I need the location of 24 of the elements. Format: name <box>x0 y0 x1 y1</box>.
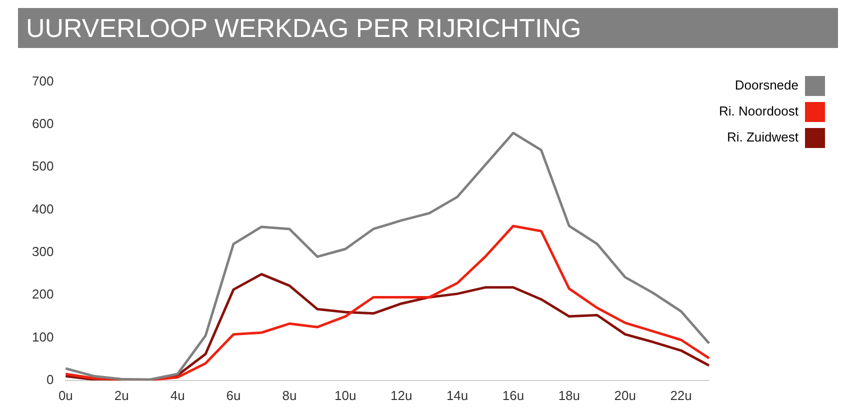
x-tick-label: 2u <box>114 388 129 403</box>
x-tick-label: 18u <box>558 388 580 403</box>
y-tick-label: 200 <box>32 286 54 302</box>
y-tick-label: 600 <box>32 116 54 132</box>
y-tick-label: 500 <box>32 158 54 174</box>
legend-label: Doorsnede <box>734 78 798 93</box>
legend-label: Ri. Noordoost <box>719 104 799 119</box>
x-tick-label: 16u <box>502 388 524 403</box>
x-tick-label: 12u <box>390 388 412 403</box>
y-tick-label: 400 <box>32 201 54 216</box>
x-tick-label: 0u <box>58 388 73 403</box>
y-tick-label: 300 <box>32 244 54 260</box>
x-tick-label: 22u <box>670 388 692 403</box>
x-tick-label: 20u <box>614 388 636 403</box>
x-tick-label: 4u <box>170 388 185 403</box>
x-tick-label: 10u <box>334 388 356 403</box>
x-tick-label: 6u <box>226 388 241 403</box>
y-tick-label: 0 <box>46 372 54 387</box>
y-tick-label: 100 <box>32 329 54 344</box>
chart-title: UURVERLOOP WERKDAG PER RIJRICHTING <box>18 8 838 48</box>
x-tick-label: 14u <box>446 388 468 403</box>
legend-label: Ri. Zuidwest <box>726 130 799 145</box>
x-tick-label: 8u <box>282 388 297 403</box>
y-tick-label: 700 <box>32 73 54 88</box>
